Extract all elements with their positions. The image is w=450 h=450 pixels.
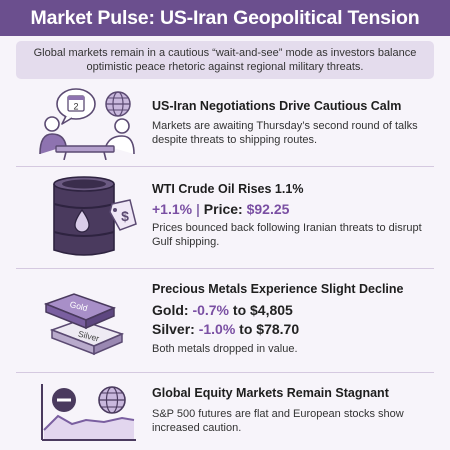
gold-to: to <box>232 302 247 318</box>
header-bar: Market Pulse: US-Iran Geopolitical Tensi… <box>0 0 450 36</box>
gold-label: Gold: <box>152 302 189 318</box>
section-oil: $ WTI Crude Oil Rises 1.1% +1.1% | Price… <box>16 172 436 260</box>
calendar-day-text: 2 <box>73 102 78 112</box>
price-tag-icon: $ <box>109 199 137 231</box>
stagnant-chart-icon <box>26 380 144 446</box>
intro-banner: Global markets remain in a cautious “wai… <box>16 41 434 79</box>
gold-bar-icon: Gold <box>43 293 117 330</box>
silver-to: to <box>239 321 253 337</box>
tag-symbol: $ <box>121 208 129 224</box>
silver-bar-icon: Silver <box>49 319 125 356</box>
oil-change: +1.1% <box>152 201 193 217</box>
silver-change: -1.0% <box>198 321 236 337</box>
oil-price-value: $92.25 <box>246 201 290 217</box>
globe-icon <box>98 386 126 414</box>
silver-value: $78.70 <box>256 321 300 337</box>
divider <box>16 268 434 269</box>
section-metals: Silver Gold Precious Metals Experience S… <box>16 274 436 366</box>
equities-body: S&P 500 futures are flat and European st… <box>152 408 404 434</box>
divider <box>16 372 434 373</box>
gold-bar-text: Gold <box>69 299 89 313</box>
negotiation-icon: 2 <box>26 84 144 161</box>
silver-stat: Silver: -1.0% to $78.70 <box>152 320 442 338</box>
oil-text: WTI Crude Oil Rises 1.1% +1.1% | Price: … <box>152 182 442 249</box>
equities-title: Global Equity Markets Remain Stagnant <box>152 386 389 400</box>
globe-icon <box>105 91 131 117</box>
negotiations-body: Markets are awaiting Thursday’s second r… <box>152 120 418 146</box>
oil-title: WTI Crude Oil Rises 1.1% <box>152 182 304 196</box>
equities-text: Global Equity Markets Remain Stagnant S&… <box>152 386 442 435</box>
oil-body: Prices bounced back following Iranian th… <box>152 222 422 248</box>
oil-divider: | <box>195 201 200 217</box>
intro-text: Global markets remain in a cautious “wai… <box>33 47 417 73</box>
metals-title: Precious Metals Experience Slight Declin… <box>152 282 404 296</box>
minus-circle-icon <box>52 388 76 412</box>
page-title: Market Pulse: US-Iran Geopolitical Tensi… <box>30 6 420 29</box>
gold-value: $4,805 <box>250 302 293 318</box>
gold-change: -0.7% <box>192 302 230 318</box>
negotiations-title: US-Iran Negotiations Drive Cautious Calm <box>152 99 402 113</box>
section-negotiations: 2 US-Iran Negotiations Drive Cautious Ca… <box>16 84 436 162</box>
oil-price-label: Price: <box>203 201 243 217</box>
divider <box>16 166 434 167</box>
oil-price-stat: +1.1% | Price: $92.25 <box>152 200 442 218</box>
oil-barrel-icon: $ <box>26 176 144 260</box>
metals-text: Precious Metals Experience Slight Declin… <box>152 282 442 356</box>
section-equities: Global Equity Markets Remain Stagnant S&… <box>16 378 436 448</box>
oil-drop-icon <box>74 208 90 233</box>
metals-body: Both metals dropped in value. <box>152 343 298 355</box>
silver-label: Silver: <box>152 321 195 337</box>
negotiations-text: US-Iran Negotiations Drive Cautious Calm… <box>152 99 442 147</box>
gold-stat: Gold: -0.7% to $4,805 <box>152 301 442 319</box>
bullion-icon: Silver Gold <box>26 280 144 360</box>
